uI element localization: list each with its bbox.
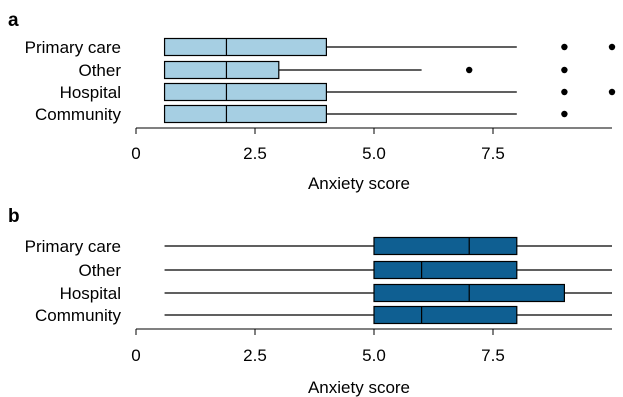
box-community — [163, 104, 568, 124]
outlier-point — [561, 110, 568, 118]
category-label: Hospital — [60, 284, 121, 303]
x-axis-title: Anxiety score — [308, 378, 410, 397]
box-other — [164, 260, 612, 280]
category-label: Community — [35, 105, 121, 124]
outlier-point — [561, 66, 568, 74]
category-label: Primary care — [25, 237, 121, 256]
outlier-point — [608, 88, 616, 96]
x-axis-ticks: 0 2.5 5.0 7.5 — [131, 329, 505, 365]
x-tick-label: 7.5 — [481, 346, 505, 365]
iqr-box — [163, 104, 327, 124]
x-tick-label: 5.0 — [362, 144, 386, 163]
box-hospital — [164, 283, 612, 303]
category-label: Community — [35, 306, 121, 325]
x-tick-label: 2.5 — [243, 144, 267, 163]
box-other — [163, 60, 568, 80]
panel-a: a Primary care Other Hospital Community 0 2.… — [8, 10, 616, 193]
category-label: Primary care — [25, 38, 121, 57]
iqr-box — [373, 260, 518, 280]
box-community — [164, 305, 612, 325]
box-primary-care — [163, 37, 616, 57]
iqr-box — [373, 236, 518, 256]
iqr-box — [373, 305, 518, 325]
outlier-point — [561, 43, 568, 51]
category-label: Other — [78, 261, 121, 280]
x-axis-title: Anxiety score — [308, 174, 410, 193]
x-tick-label: 0 — [131, 346, 140, 365]
box-hospital — [163, 82, 616, 102]
category-label: Hospital — [60, 83, 121, 102]
x-tick-label: 0 — [131, 144, 140, 163]
outlier-point — [608, 43, 616, 51]
x-tick-label: 2.5 — [243, 346, 267, 365]
x-tick-label: 7.5 — [481, 144, 505, 163]
panel-b: b Primary care Other Hospital Community 0 2.… — [8, 206, 612, 397]
box-primary-care — [164, 236, 612, 256]
iqr-box — [163, 37, 327, 57]
outlier-point — [466, 66, 473, 74]
category-label: Other — [78, 61, 121, 80]
box-group: Primary care Other Hospital Community — [25, 236, 612, 325]
iqr-box — [163, 82, 327, 102]
panel-label: b — [8, 206, 20, 227]
panel-label: a — [8, 10, 19, 31]
box-group: Primary care Other Hospital Community — [25, 37, 616, 124]
x-axis-ticks: 0 2.5 5.0 7.5 — [131, 128, 505, 163]
outlier-point — [561, 88, 568, 96]
iqr-box — [163, 60, 280, 80]
x-tick-label: 5.0 — [362, 346, 386, 365]
